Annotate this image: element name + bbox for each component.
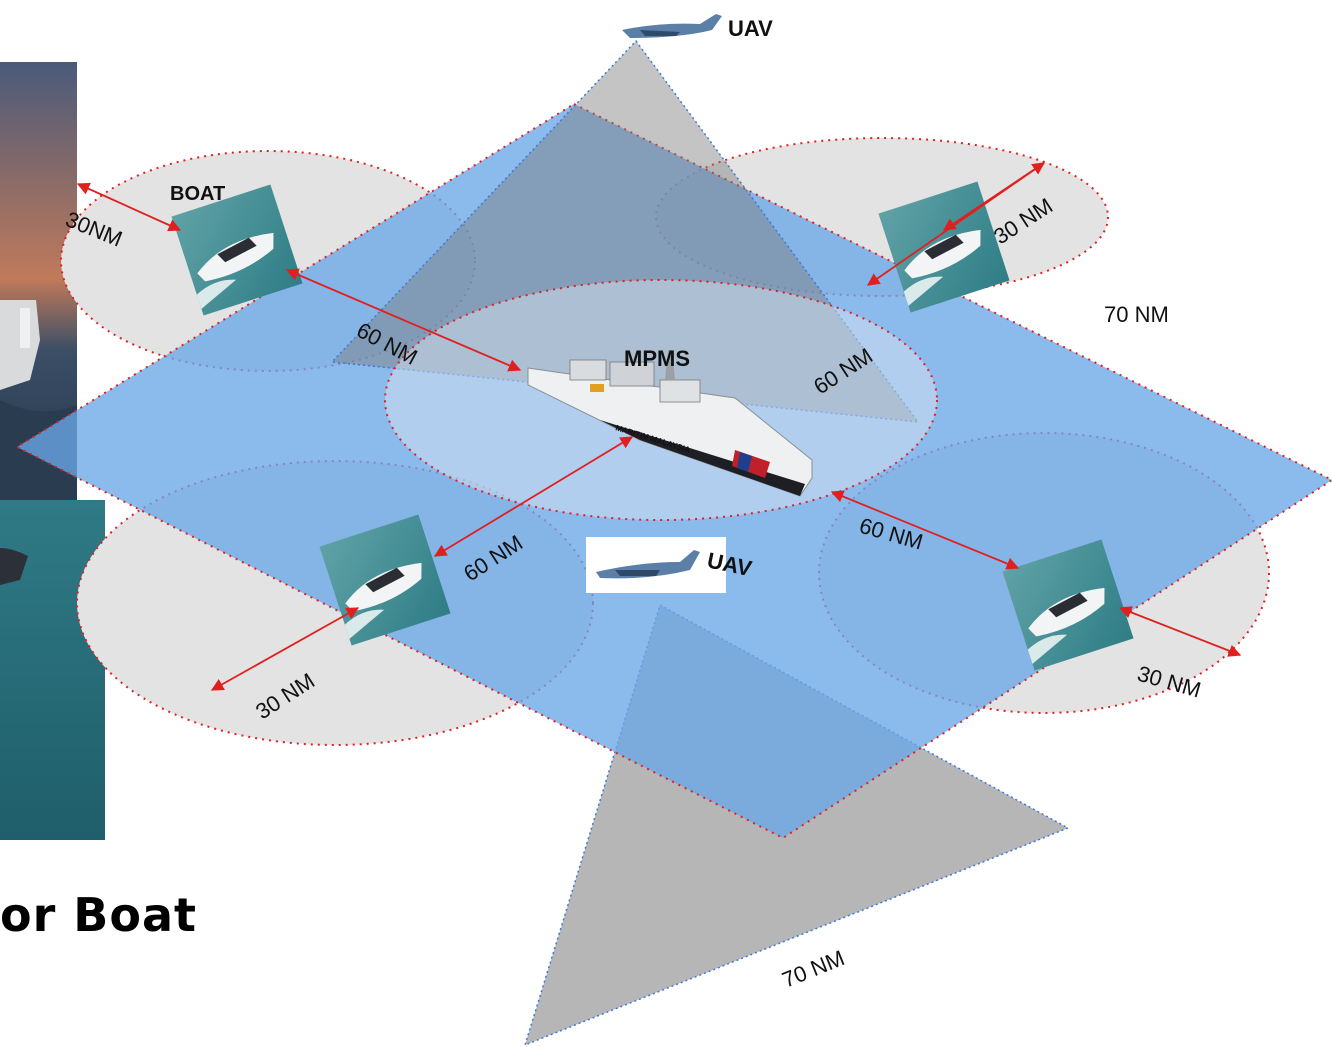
range-label-uav-bottom-70: 70 NM bbox=[779, 945, 848, 992]
arrow-se-30 bbox=[1118, 606, 1242, 657]
boat-photo-background bbox=[0, 500, 105, 840]
arrow-ne-30b bbox=[866, 162, 1045, 286]
mpms-ship: MARITIM MALAYSIA bbox=[527, 350, 813, 497]
range-arrows bbox=[76, 162, 1242, 691]
uav-top-icon bbox=[622, 14, 722, 38]
boat-nw bbox=[171, 184, 303, 316]
range-label-uav-top-70: 70 NM bbox=[1104, 302, 1169, 327]
arrow-nw-30 bbox=[76, 182, 182, 232]
arrow-sw-30 bbox=[210, 607, 360, 691]
caption-text: or Boat bbox=[0, 888, 197, 942]
mpms-label: MPMS bbox=[624, 346, 690, 371]
arrow-sw-60 bbox=[433, 436, 634, 557]
uav-top-label: UAV bbox=[728, 16, 773, 41]
boat-label: BOAT bbox=[170, 183, 225, 205]
arrow-se-60 bbox=[830, 490, 1020, 570]
boat-se bbox=[1002, 539, 1134, 671]
uav-mid-icon-box bbox=[586, 537, 726, 593]
arrow-nw-60 bbox=[285, 268, 522, 372]
